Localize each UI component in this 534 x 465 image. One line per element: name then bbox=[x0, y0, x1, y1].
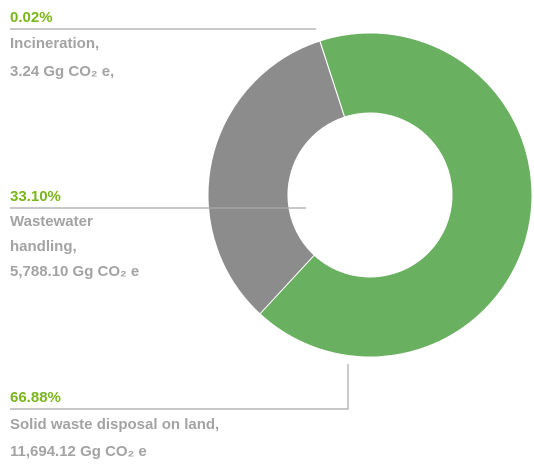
slice-label: handling, bbox=[10, 238, 77, 255]
leader-line bbox=[10, 364, 349, 410]
slice-label: 3.24 Gg CO₂ e, bbox=[10, 63, 114, 80]
percent-label: 66.88% bbox=[10, 389, 61, 406]
slice-label: Incineration, bbox=[10, 35, 99, 52]
donut bbox=[207, 32, 533, 358]
slice bbox=[207, 40, 346, 315]
slice-label: Solid waste disposal on land, bbox=[10, 416, 219, 433]
slice-label: 5,788.10 Gg CO₂ e bbox=[10, 263, 139, 280]
slice bbox=[259, 32, 533, 358]
slice-label: 11,694.12 Gg CO₂ e bbox=[10, 443, 147, 460]
percent-label: 33.10% bbox=[10, 188, 61, 205]
slice-label: Wastewater bbox=[10, 213, 93, 230]
percent-label: 0.02% bbox=[10, 9, 53, 26]
